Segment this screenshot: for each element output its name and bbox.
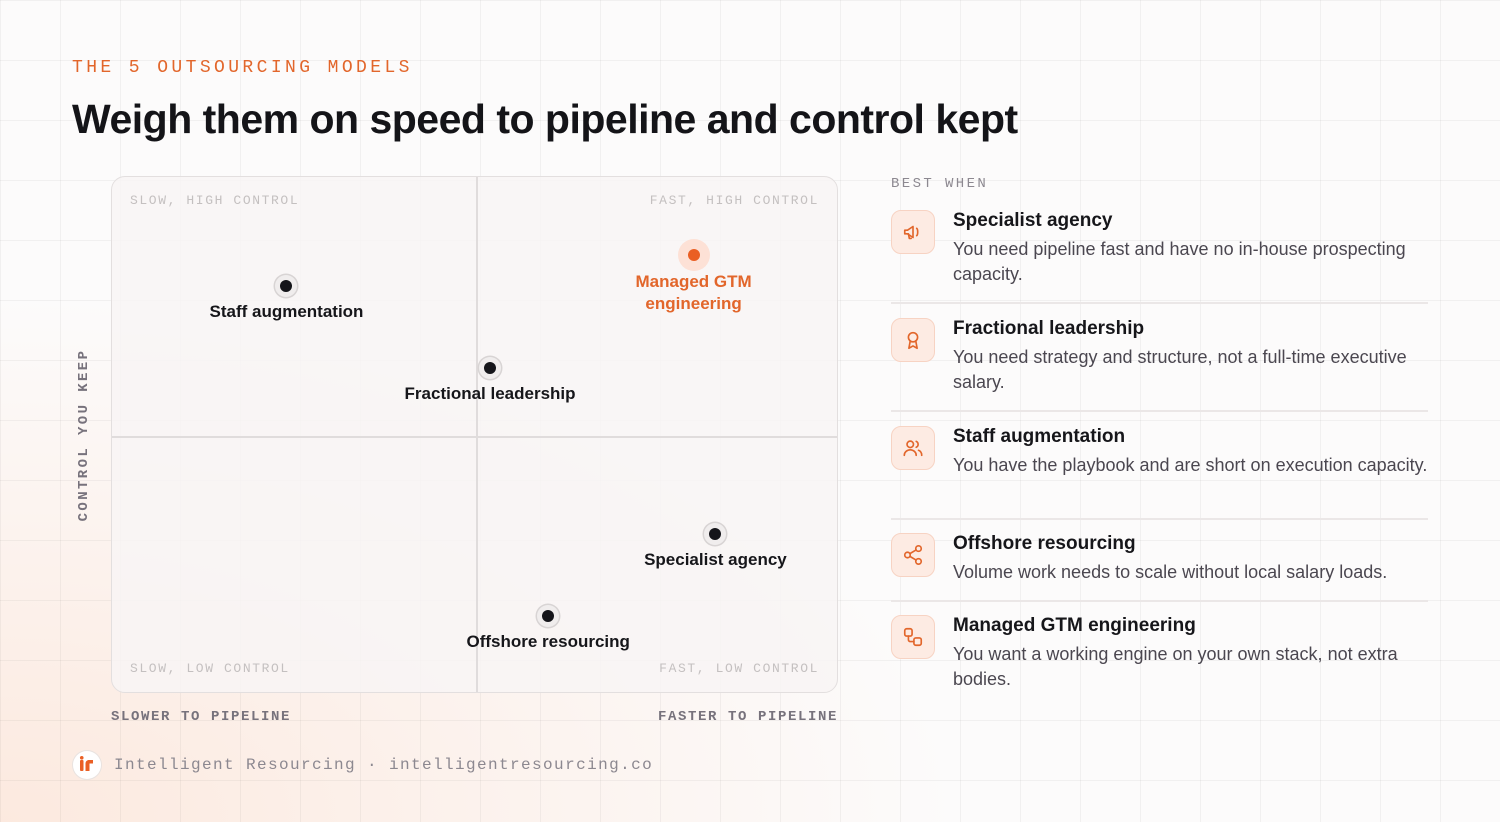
item-name: Specialist agency bbox=[953, 210, 1113, 231]
item-description: Volume work needs to scale without local… bbox=[953, 562, 1388, 582]
horizontal-divider bbox=[112, 436, 837, 438]
vertical-divider bbox=[476, 177, 478, 692]
item-name: Offshore resourcing bbox=[953, 533, 1136, 554]
megaphone-icon bbox=[891, 210, 935, 254]
eyebrow: THE 5 OUTSOURCING MODELS bbox=[72, 58, 413, 78]
chart-point-marker bbox=[537, 605, 560, 628]
x-axis-left-label: SLOWER TO PIPELINE bbox=[111, 709, 292, 725]
item-description: You need strategy and structure, not a f… bbox=[953, 347, 1407, 392]
quadrant-label-bottom-right: FAST, LOW CONTROL bbox=[659, 661, 819, 676]
workflow-icon bbox=[891, 615, 935, 659]
chart-point-marker bbox=[704, 522, 727, 545]
quadrant-label-top-left: SLOW, HIGH CONTROL bbox=[130, 193, 300, 208]
divider bbox=[891, 410, 1428, 412]
item-description: You have the playbook and are short on e… bbox=[953, 455, 1428, 475]
chart-point-label: Specialist agency bbox=[644, 549, 787, 569]
chart-point-label: Offshore resourcing bbox=[466, 632, 630, 652]
item-name: Staff augmentation bbox=[953, 426, 1126, 447]
item-description: You need pipeline fast and have no in-ho… bbox=[953, 239, 1406, 284]
page-title: Weigh them on speed to pipeline and cont… bbox=[72, 96, 1018, 142]
chart-point-marker bbox=[275, 274, 298, 297]
item-description: You want a working engine on your own st… bbox=[953, 644, 1398, 689]
chart-point-marker bbox=[479, 357, 502, 380]
item-name: Fractional leadership bbox=[953, 318, 1145, 339]
quadrant-label-top-right: FAST, HIGH CONTROL bbox=[649, 193, 819, 208]
chart-point-label: Managed GTM engineering bbox=[635, 271, 752, 313]
quadrant-label-bottom-left: SLOW, LOW CONTROL bbox=[130, 661, 290, 676]
brand-logo bbox=[73, 751, 101, 779]
divider bbox=[891, 302, 1428, 304]
share-icon bbox=[891, 533, 935, 577]
chart-point-label: Fractional leadership bbox=[404, 384, 576, 404]
divider bbox=[891, 600, 1428, 602]
best-when-heading: BEST WHEN bbox=[891, 176, 989, 192]
users-icon bbox=[891, 426, 935, 470]
chart-point-label: Staff augmentation bbox=[209, 301, 364, 321]
footer-text: Intelligent Resourcing · intelligentreso… bbox=[114, 756, 654, 774]
item-name: Managed GTM engineering bbox=[953, 615, 1196, 636]
x-axis-right-label: FASTER TO PIPELINE bbox=[657, 709, 838, 725]
quadrant-chart: SLOW, HIGH CONTROL FAST, HIGH CONTROL SL… bbox=[111, 176, 838, 693]
y-axis-label: CONTROL YOU KEEP bbox=[76, 348, 92, 522]
chart-point-marker bbox=[677, 238, 710, 271]
award-icon bbox=[891, 318, 935, 362]
footer: Intelligent Resourcing · intelligentreso… bbox=[73, 751, 653, 779]
divider bbox=[891, 518, 1428, 520]
